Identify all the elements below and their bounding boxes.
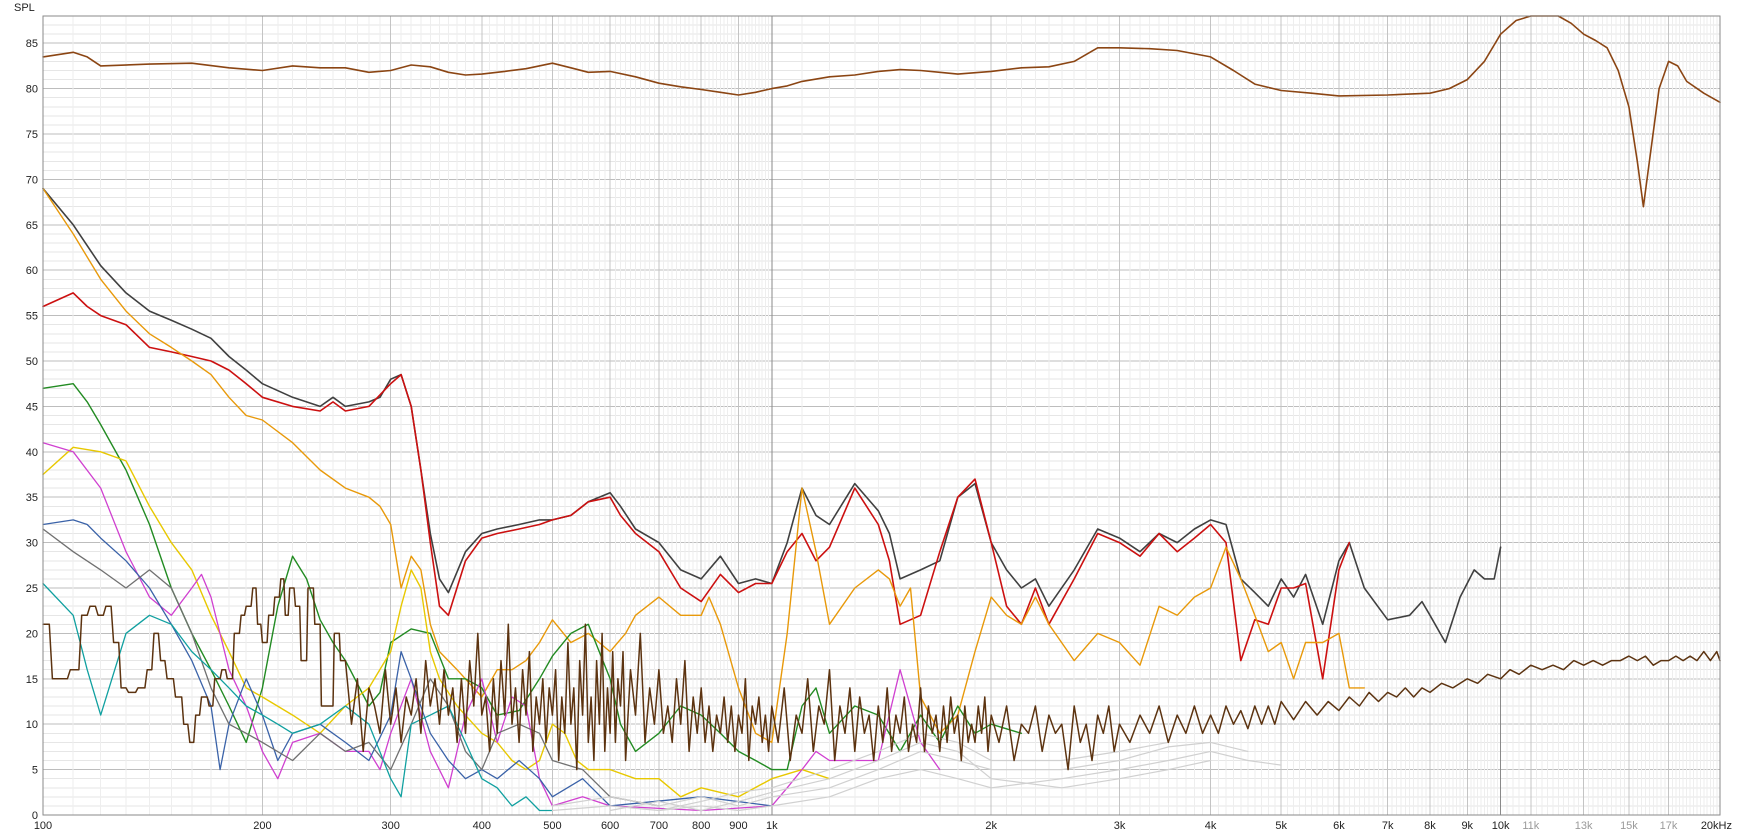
y-tick-label: 65 [26,220,38,232]
x-tick-label: 15k [1620,820,1638,832]
series-line-10 [42,582,554,812]
x-tick-label: 9k [1461,820,1473,832]
y-tick-label: 60 [26,265,38,277]
x-tick-label: 700 [650,820,668,832]
series-line-14 [658,732,1169,812]
x-tick-label: 5k [1275,820,1287,832]
x-tick-label: 300 [382,820,400,832]
x-tick-label: 200 [253,820,271,832]
x-tick-label: 10k [1492,820,1510,832]
y-tick-label: 55 [26,311,38,323]
x-tick-label: 500 [543,820,561,832]
y-axis-title: SPL [14,2,35,14]
x-tick-label: 900 [729,820,747,832]
x-tick-label: 3k [1114,820,1126,832]
x-tick-label: 1k [766,820,778,832]
series-line-6 [42,446,831,798]
x-tick-label: 400 [473,820,491,832]
y-tick-label: 10 [26,719,38,731]
y-tick-label: 35 [26,492,38,504]
y-tick-label: 50 [26,356,38,368]
y-tick-label: 80 [26,84,38,96]
x-tick-label: 7k [1382,820,1394,832]
x-tick-label: 11k [1522,820,1539,832]
series-layer [42,15,1721,812]
series-line-3 [42,292,1351,680]
y-tick-label: 5 [32,765,38,777]
plot-frame [42,15,1721,816]
x-tick-label: 13k [1575,820,1593,832]
label-layer: SPL 0 5 10 15 20 25 30 35 40 45 50 55 60 65 70 75 80 85 10… [14,2,1732,832]
x-tick-label: 600 [601,820,619,832]
x-tick-label: 8k [1424,820,1436,832]
y-tick-label: 40 [26,447,38,459]
grid-layer [42,15,1721,816]
series-line-12 [551,741,1249,807]
y-tick-label: 30 [26,538,38,550]
series-line-9 [42,528,660,807]
y-tick-label: 20 [26,628,38,640]
series-line-7 [42,442,941,812]
y-tick-label: 70 [26,174,38,186]
y-tick-label: 25 [26,583,38,595]
series-line-15 [42,578,1721,771]
y-tick-label: 85 [26,38,38,50]
x-tick-label: 6k [1333,820,1345,832]
x-tick-label: 17k [1660,820,1678,832]
series-line-5 [42,383,1023,771]
series-line-13 [609,741,1212,812]
series-line-4 [42,187,1365,744]
x-tick-label: 800 [692,820,710,832]
y-tick-label: 15 [26,674,38,686]
y-tick-label: 0 [32,810,38,822]
y-tick-label: 75 [26,129,38,141]
series-line-8 [42,519,773,807]
y-tick-label: 45 [26,401,38,413]
x-tick-label: 100 [34,820,52,832]
series-line-1 [42,15,1721,208]
x-tick-label: 4k [1205,820,1217,832]
x-tick-label: 2k [985,820,997,832]
x-tick-label: 20kHz [1701,820,1732,832]
